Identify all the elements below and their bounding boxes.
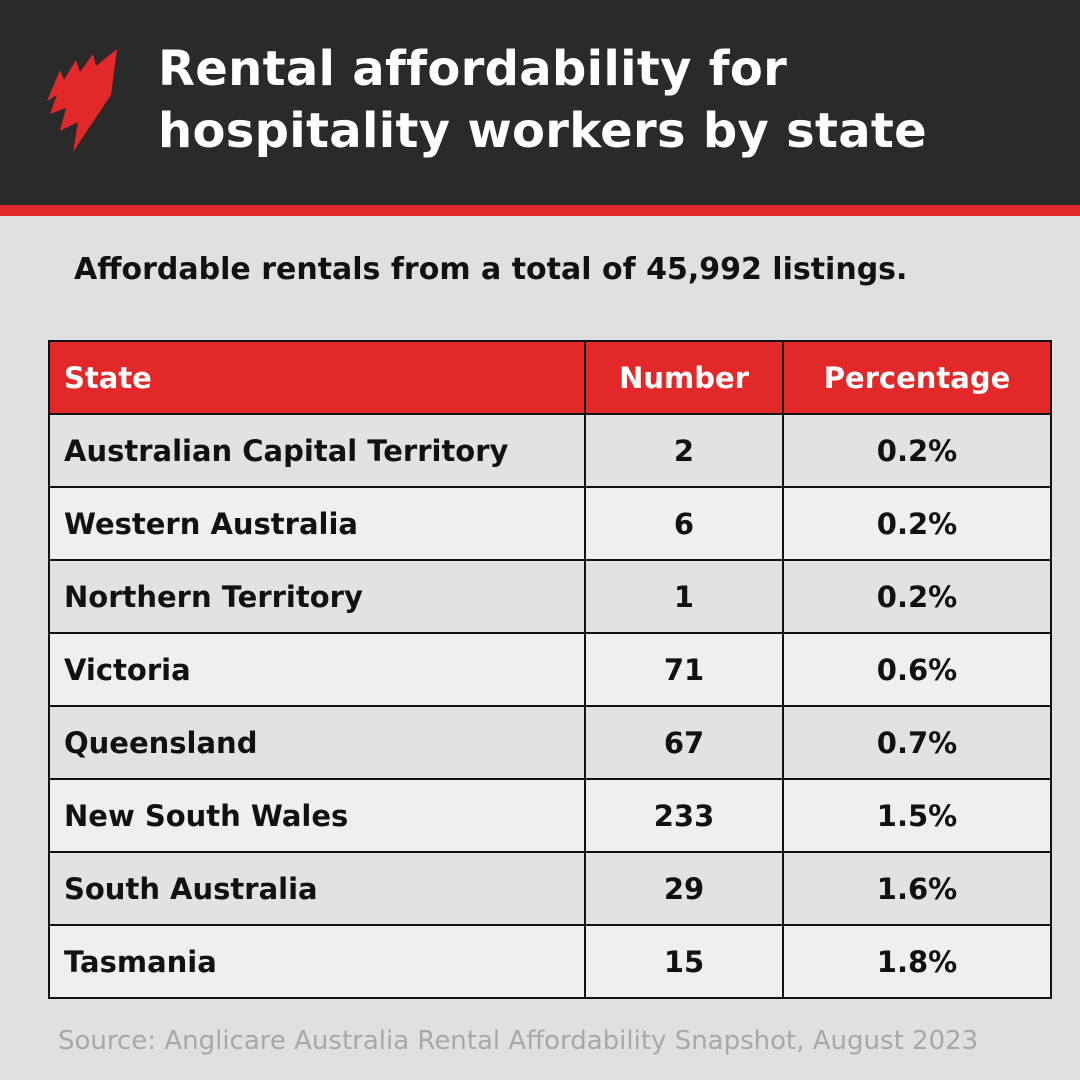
cell-state: Northern Territory (48, 559, 586, 634)
table-row: New South Wales 233 1.5% (48, 778, 1052, 853)
cell-number: 1 (584, 559, 784, 634)
cell-percentage: 0.7% (782, 705, 1052, 780)
data-table: State Number Percentage Australian Capit… (48, 340, 1052, 999)
header-number: Number (584, 340, 784, 415)
cell-number: 15 (584, 924, 784, 999)
cell-percentage: 0.2% (782, 413, 1052, 488)
title-line-1: Rental affordability for (158, 41, 788, 97)
cell-number: 2 (584, 413, 784, 488)
cell-percentage: 0.2% (782, 486, 1052, 561)
cell-number: 71 (584, 632, 784, 707)
table-row: Queensland 67 0.7% (48, 705, 1052, 780)
table-row: South Australia 29 1.6% (48, 851, 1052, 926)
table-row: Northern Territory 1 0.2% (48, 559, 1052, 634)
cell-state: Australian Capital Territory (48, 413, 586, 488)
table-row: Tasmania 15 1.8% (48, 924, 1052, 999)
cell-state: Victoria (48, 632, 586, 707)
cell-number: 29 (584, 851, 784, 926)
title-line-2: hospitality workers by state (158, 103, 928, 159)
sbs-logo-icon (47, 49, 117, 152)
cell-percentage: 1.8% (782, 924, 1052, 999)
accent-stripe (0, 205, 1080, 216)
header-percentage: Percentage (782, 340, 1052, 415)
cell-percentage: 1.5% (782, 778, 1052, 853)
source-note: Source: Anglicare Australia Rental Affor… (58, 1026, 979, 1056)
table-header-row: State Number Percentage (48, 340, 1052, 415)
cell-number: 6 (584, 486, 784, 561)
cell-state: Western Australia (48, 486, 586, 561)
table-row: Australian Capital Territory 2 0.2% (48, 413, 1052, 488)
cell-number: 67 (584, 705, 784, 780)
subtitle: Affordable rentals from a total of 45,99… (74, 252, 908, 287)
cell-state: New South Wales (48, 778, 586, 853)
cell-percentage: 0.2% (782, 559, 1052, 634)
header-banner (0, 0, 1080, 205)
page-title: Rental affordability for hospitality wor… (158, 38, 927, 162)
table-row: Victoria 71 0.6% (48, 632, 1052, 707)
cell-percentage: 1.6% (782, 851, 1052, 926)
cell-state: Tasmania (48, 924, 586, 999)
cell-state: South Australia (48, 851, 586, 926)
cell-number: 233 (584, 778, 784, 853)
table-row: Western Australia 6 0.2% (48, 486, 1052, 561)
header-state: State (48, 340, 586, 415)
cell-percentage: 0.6% (782, 632, 1052, 707)
cell-state: Queensland (48, 705, 586, 780)
